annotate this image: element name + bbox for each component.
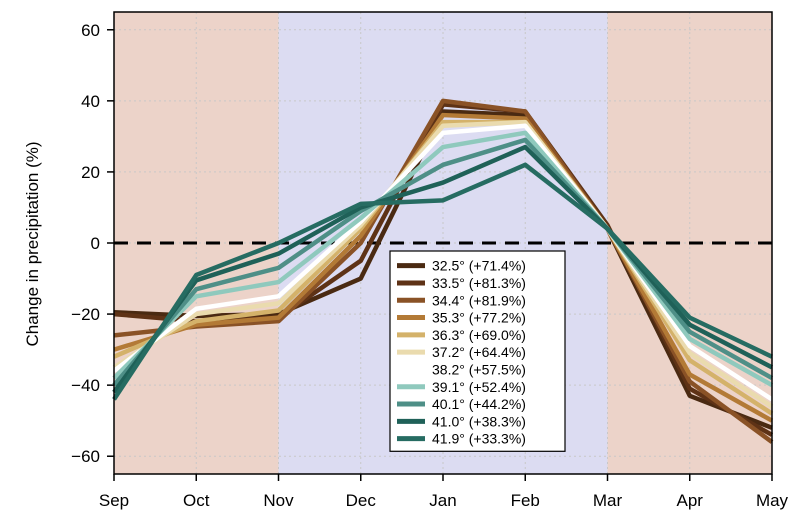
y-tick-label-1: 40	[81, 92, 100, 111]
series-line-8	[112, 137, 774, 387]
x-tick-label-feb: Feb	[511, 491, 540, 510]
legend-label-9: 41.0° (+38.3%)	[432, 413, 526, 429]
x-tick-label-may: May	[756, 491, 789, 510]
legend-label-10: 41.9° (+33.3%)	[432, 431, 526, 447]
y-axis: 60 40 20 0 −20 −40 −60	[71, 21, 114, 466]
series-line-6	[112, 123, 774, 402]
series-lines	[112, 98, 774, 444]
y-tick-label-5: −40	[71, 376, 100, 395]
y-tick-label-0: 60	[81, 21, 100, 40]
series-line-10	[112, 162, 773, 401]
x-tick-label-sep: Sep	[99, 491, 129, 510]
y-tick-label-4: −20	[71, 305, 100, 324]
series-line-9	[112, 144, 774, 394]
y-tick-label-2: 20	[81, 163, 100, 182]
legend: 32.5° (+71.4%)33.5° (+81.3%)34.4° (+81.9…	[389, 250, 566, 452]
series-line-7	[112, 130, 774, 388]
y-tick-label-3: 0	[91, 234, 100, 253]
x-tick-label-nov: Nov	[263, 491, 294, 510]
x-tick-label-jan: Jan	[429, 491, 456, 510]
legend-label-4: 36.3° (+69.0%)	[432, 327, 526, 343]
legend-label-6: 38.2° (+57.5%)	[432, 361, 526, 377]
y-axis-title: Change in precipitation (%)	[23, 141, 42, 346]
legend-label-0: 32.5° (+71.4%)	[432, 258, 526, 274]
y-tick-label-6: −60	[71, 447, 100, 466]
series-line-5	[112, 119, 774, 409]
series-line-0	[113, 109, 773, 430]
legend-label-1: 33.5° (+81.3%)	[432, 275, 526, 291]
legend-label-2: 34.4° (+81.9%)	[432, 292, 526, 308]
x-tick-label-mar: Mar	[593, 491, 623, 510]
x-tick-label-apr: Apr	[677, 491, 704, 510]
legend-label-7: 39.1° (+52.4%)	[432, 379, 526, 395]
series-line-4	[113, 119, 774, 416]
x-axis: Sep Oct Nov Dec Jan Feb Mar Apr May	[99, 474, 789, 510]
legend-label-5: 37.2° (+64.4%)	[432, 344, 526, 360]
series-line-2	[113, 98, 774, 444]
x-tick-label-dec: Dec	[346, 491, 377, 510]
x-tick-label-oct: Oct	[183, 491, 210, 510]
series-line-3	[113, 112, 774, 423]
legend-label-3: 35.3° (+77.2%)	[432, 310, 526, 326]
legend-label-8: 40.1° (+44.2%)	[432, 396, 526, 412]
